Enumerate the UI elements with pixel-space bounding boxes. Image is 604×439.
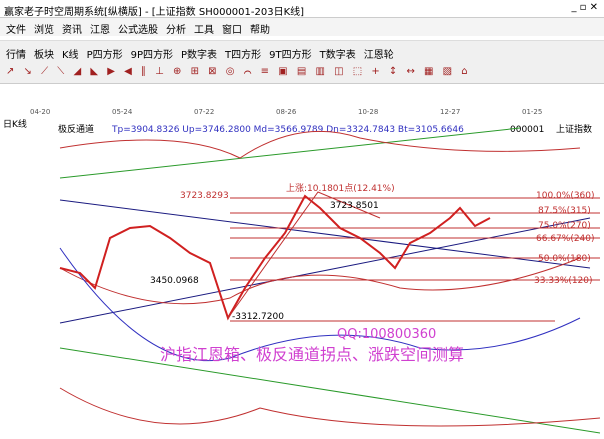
gann-lines [230, 197, 600, 322]
caption: 沪指江恩箱、极反通道拐点、涨跌空间测算 [160, 345, 464, 364]
svg-text:75.0%(270): 75.0%(270) [538, 221, 591, 231]
menu-item[interactable]: 公式选股 [118, 25, 158, 36]
svg-text:87.5%(315): 87.5%(315) [538, 206, 591, 216]
price-label: 3450.0968 [150, 276, 199, 286]
menu-item[interactable]: 文件 [6, 25, 26, 36]
price-label: 3723.8293 [180, 191, 229, 201]
channel-line [59, 217, 591, 324]
menu-item[interactable]: 工具 [194, 25, 214, 36]
indicator-name: 极反通道 [58, 123, 94, 135]
window-title: 赢家老子时空周期系统[纵横版] - [上证指数 SH000001-203日K线] [4, 7, 305, 18]
price-label: 3723.8501 [330, 201, 379, 211]
toolbar-button[interactable]: 9T四方形 [269, 50, 312, 61]
toolbar: 行情 板块 K线 P四方形 9P四方形 P数字表 T四方形 9T四方形 T数字表 江恩轮 [0, 40, 604, 62]
indicator-params: Tp=3904.8326 Up=3746.2800 Md=3566.9789 D… [111, 125, 464, 135]
date-label: 05-24 [112, 108, 133, 116]
title-bar: 赢家老子时空周期系统[纵横版] - [上证指数 SH000001-203日K线]… [0, 0, 604, 18]
trend-line [227, 191, 381, 319]
chart: 日K线 极反通道 Tp=3904.8326 Up=3746.2800 Md=35… [0, 118, 604, 439]
date-axis: 04-20 05-24 07-22 08-26 10-28 12-27 01-25 [0, 108, 604, 118]
toolbar-button[interactable]: P数字表 [181, 50, 218, 61]
toolbar-button[interactable]: P四方形 [86, 50, 123, 61]
band-curve [59, 387, 601, 427]
menu-bar: 文件 浏览 资讯 江恩 公式选股 分析 工具 窗口 帮助 [0, 18, 604, 36]
svg-text:50.0%(180): 50.0%(180) [538, 254, 591, 264]
stock-code: 000001 [510, 125, 544, 135]
band-curve [59, 247, 581, 362]
price-label: -3312.7200 [232, 312, 284, 322]
stock-name: 上证指数 [556, 123, 592, 135]
chart-bg [0, 118, 604, 439]
date-label: 07-22 [194, 108, 215, 116]
watermark-qq: QQ:100800360 [337, 327, 436, 342]
chart-period: 日K线 [3, 118, 27, 130]
gann-level-labels: 100.0%(360) 87.5%(315) 75.0%(270) 66.67%… [534, 191, 595, 286]
band-curve [59, 257, 581, 305]
toolbar-button[interactable]: T数字表 [319, 50, 356, 61]
price-path [59, 194, 491, 321]
menu-item[interactable]: 资讯 [62, 25, 82, 36]
menu-item[interactable]: 浏览 [34, 25, 54, 36]
date-label: 10-28 [358, 108, 379, 116]
toolbar-button[interactable]: 9P四方形 [130, 50, 173, 61]
menu-item[interactable]: 分析 [166, 25, 186, 36]
channel-line [59, 127, 521, 179]
menu-item[interactable]: 帮助 [250, 25, 270, 36]
toolbar-button[interactable]: K线 [62, 50, 79, 61]
date-label: 01-25 [522, 108, 543, 116]
toolbar-button[interactable]: 行情 [6, 50, 26, 61]
toolbar-button[interactable]: 江恩轮 [363, 50, 394, 61]
date-label: 12-27 [440, 108, 461, 116]
svg-text:100.0%(360): 100.0%(360) [536, 191, 595, 201]
band-curve [59, 130, 581, 159]
date-label: 04-20 [30, 108, 51, 116]
rise-label: 上涨:10.1801点(12.41%) [286, 183, 395, 194]
window-controls[interactable]: _ ▫ ✕ [571, 2, 598, 13]
svg-text:66.67%(240): 66.67%(240) [536, 234, 595, 244]
date-label: 08-26 [276, 108, 297, 116]
channel-line [59, 199, 591, 269]
channel-line [59, 347, 601, 434]
menu-item[interactable]: 窗口 [222, 25, 242, 36]
toolbar-button[interactable]: T四方形 [225, 50, 262, 61]
drawing-toolbar[interactable]: ↗ ↘ ⟋ ⟍ ◢ ◣ ▶ ◀ ∥ ⊥ ⊕ ⊞ ⊠ ◎ ⌒ ≡ ▣ ▤ ▥ ◫ … [0, 62, 604, 84]
menu-item[interactable]: 江恩 [90, 25, 110, 36]
svg-text:33.33%(120): 33.33%(120) [534, 276, 593, 286]
toolbar-button[interactable]: 板块 [34, 50, 54, 61]
